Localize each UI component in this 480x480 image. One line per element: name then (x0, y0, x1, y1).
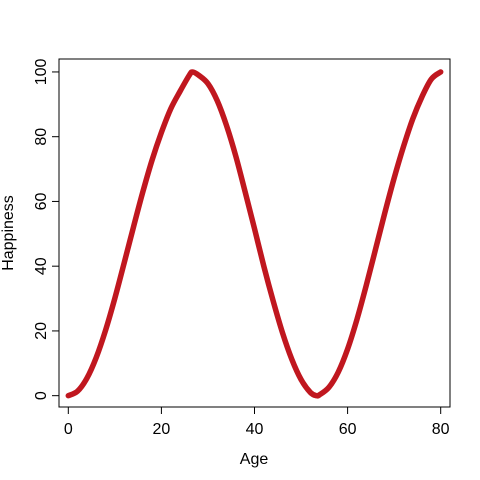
x-tick-label: 80 (432, 421, 450, 438)
y-tick-label: 20 (33, 322, 50, 340)
x-axis-title: Age (240, 451, 269, 468)
series-layer (65, 69, 444, 399)
x-axis: 0 20 40 60 80 (64, 406, 450, 438)
x-tick-label: 60 (339, 421, 357, 438)
y-tick-label: 60 (33, 192, 50, 210)
y-tick-label: 0 (33, 391, 50, 400)
y-axis-title: Happiness (0, 195, 17, 271)
y-tick-label: 100 (33, 59, 50, 86)
y-axis: 0 20 40 60 80 100 (33, 59, 60, 400)
x-tick-label: 20 (153, 421, 171, 438)
x-tick-label: 40 (246, 421, 264, 438)
series-line-happiness (65, 69, 444, 399)
x-tick-label: 0 (64, 421, 73, 438)
y-tick-label: 80 (33, 128, 50, 146)
y-tick-label: 40 (33, 257, 50, 275)
